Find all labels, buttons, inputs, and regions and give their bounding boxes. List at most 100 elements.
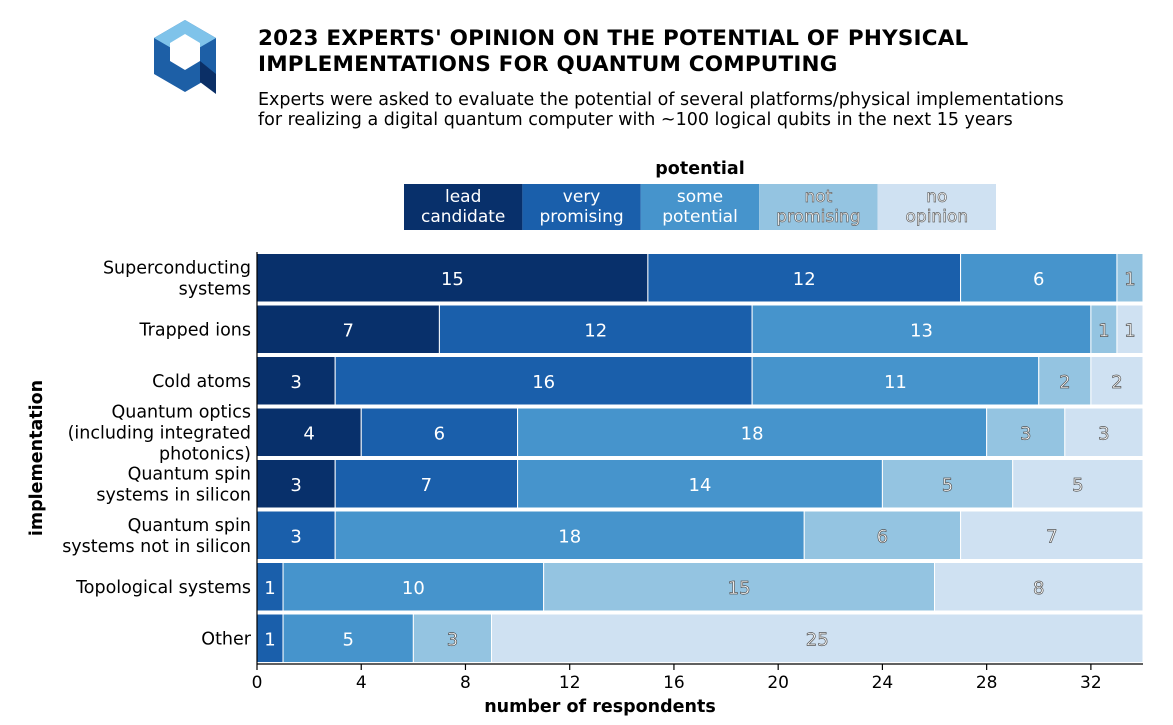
data-label: 5: [1072, 475, 1083, 496]
legend-label: some: [677, 187, 723, 207]
bar-segment: [1116, 304, 1144, 354]
bar-segment: [934, 562, 1144, 612]
data-label: 6: [434, 423, 445, 444]
category-label: systems not in silicon: [62, 537, 251, 557]
category-label: systems in silicon: [96, 485, 251, 505]
data-label: 7: [342, 320, 353, 341]
bar-segment: [1116, 253, 1144, 303]
legend: potentialleadcandidateverypromisingsomep…: [404, 159, 996, 230]
data-label: 3: [1020, 423, 1031, 444]
legend-title: potential: [655, 159, 744, 179]
data-label: 13: [910, 320, 933, 341]
data-label: 18: [741, 423, 764, 444]
bar-segment: [256, 253, 649, 303]
legend-swatch: [759, 184, 878, 230]
subtitle-line-2: for realizing a digital quantum computer…: [258, 110, 1013, 130]
bar-segment: [517, 459, 883, 509]
legend-label: promising: [776, 207, 860, 227]
data-label: 1: [1124, 269, 1135, 290]
legend-swatch: [640, 184, 760, 230]
bar-segment: [881, 459, 1014, 509]
bar-segment: [412, 613, 493, 663]
category-label: systems: [179, 279, 251, 299]
category-label: Quantum optics: [111, 402, 251, 422]
data-label: 1: [264, 578, 275, 599]
legend-label: opinion: [906, 207, 969, 227]
bar-segment: [334, 459, 519, 509]
x-tick-label: 4: [356, 673, 367, 693]
x-tick-label: 20: [767, 673, 789, 693]
x-tick-label: 8: [460, 673, 471, 693]
data-label: 1: [264, 629, 275, 650]
legend-label: lead: [445, 187, 481, 207]
data-label: 4: [303, 423, 314, 444]
bar-segment: [256, 356, 336, 406]
data-label: 5: [342, 629, 353, 650]
bar-segment: [751, 356, 1040, 406]
subtitle-line-1: Experts were asked to evaluate the poten…: [258, 90, 1064, 110]
legend-label: candidate: [421, 207, 505, 227]
bar-segment: [438, 304, 753, 354]
x-tick-label: 0: [252, 673, 263, 693]
logo-icon: [154, 20, 216, 94]
bar-segment: [1038, 356, 1092, 406]
data-label: 3: [290, 372, 301, 393]
bar-segment: [960, 510, 1144, 560]
data-label: 8: [1033, 578, 1044, 599]
data-label: 7: [421, 475, 432, 496]
x-tick-label: 28: [976, 673, 998, 693]
category-label: Other: [201, 629, 251, 649]
category-label: Quantum spin: [128, 464, 251, 484]
data-label: 16: [532, 372, 555, 393]
bar-segment: [1012, 459, 1144, 509]
bar-segment: [256, 407, 362, 457]
chart-subtitle: Experts were asked to evaluate the poten…: [258, 90, 1064, 130]
category-label: Superconducting: [103, 258, 251, 278]
bar-segment: [1090, 304, 1118, 354]
data-label: 3: [1098, 423, 1109, 444]
legend-swatch: [522, 184, 641, 230]
legend-swatch: [877, 184, 996, 230]
bar-segment: [1090, 356, 1144, 406]
bar-segment: [517, 407, 988, 457]
legend-label: potential: [662, 207, 738, 227]
chart-title: 2023 EXPERTS' OPINION ON THE POTENTIAL O…: [258, 26, 968, 78]
legend-swatch: [404, 184, 523, 230]
category-label: Quantum spin: [128, 516, 251, 536]
bar-segment: [282, 613, 414, 663]
x-axis-label: number of respondents: [484, 697, 716, 717]
data-label: 25: [806, 629, 829, 650]
x-tick-label: 16: [663, 673, 685, 693]
bar-segment: [543, 562, 936, 612]
bar-segment: [282, 562, 545, 612]
data-label: 3: [447, 629, 458, 650]
data-label: 6: [1033, 269, 1044, 290]
bar-segment: [491, 613, 1144, 663]
data-label: 14: [689, 475, 712, 496]
data-label: 11: [884, 372, 907, 393]
x-tick-label: 32: [1080, 673, 1102, 693]
bar-segment: [334, 356, 753, 406]
bar-segment: [360, 407, 519, 457]
data-label: 18: [558, 526, 581, 547]
legend-label: not: [804, 187, 832, 207]
category-label: Topological systems: [75, 578, 251, 598]
data-label: 5: [942, 475, 953, 496]
data-label: 6: [877, 526, 888, 547]
data-label: 15: [441, 269, 464, 290]
data-label: 1: [1124, 320, 1135, 341]
data-label: 12: [584, 320, 607, 341]
data-label: 10: [402, 578, 425, 599]
category-label: Cold atoms: [152, 372, 251, 392]
category-label: (including integrated: [68, 423, 251, 443]
legend-label: promising: [539, 207, 623, 227]
bar-segment: [647, 253, 962, 303]
bar-segment: [334, 510, 805, 560]
x-tick-label: 24: [872, 673, 894, 693]
data-label: 7: [1046, 526, 1057, 547]
bar-segment: [1064, 407, 1144, 457]
category-label: photonics): [159, 444, 251, 464]
y-axis-label: implementation: [27, 380, 47, 536]
bar-segment: [986, 407, 1066, 457]
